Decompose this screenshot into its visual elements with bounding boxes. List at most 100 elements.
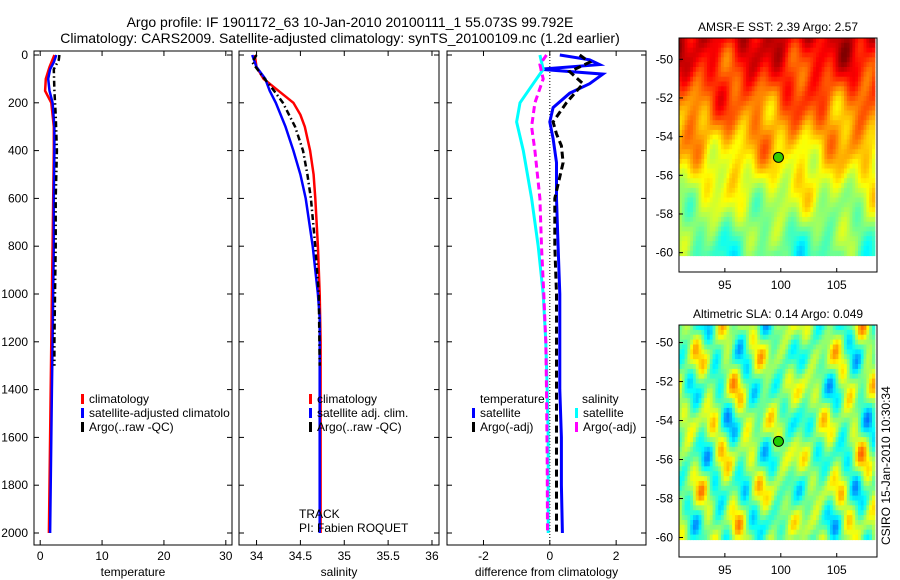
map-cell [723,378,728,385]
map-cell [712,81,716,87]
map-cell [821,168,825,174]
map-cell [687,154,691,160]
map-cell [695,110,700,116]
map-cell [776,47,781,54]
map-cell [782,71,786,78]
map-cell [835,212,839,218]
map-cell [679,163,683,170]
map-cell [863,231,867,237]
map-cell [827,105,831,112]
map-cell [687,334,691,341]
map-cell [693,524,697,531]
map-cell [821,38,825,44]
map-cell [802,52,806,58]
map-cell [712,461,716,467]
map-cell [687,359,691,365]
map-cell [841,202,845,208]
map-cell [774,359,778,365]
map-cell [679,120,683,126]
map-cell [849,192,853,199]
map-cell [774,134,778,141]
map-cell [746,466,750,472]
map-cell [695,216,700,223]
map-cell [832,158,837,165]
map-cell [799,207,803,213]
map-cell [693,442,697,448]
map-cell [860,216,865,223]
map-cell [760,485,764,492]
map-cell [771,520,775,526]
map-cell [832,91,837,97]
map-cell [712,241,716,247]
map-cell [771,168,775,174]
map-cell [723,173,728,179]
map-cell [832,120,837,126]
map-cell [765,76,770,83]
map-cell [698,407,702,414]
map-cell [723,354,728,360]
map-cell [751,134,756,141]
map-cell [765,96,770,102]
map-cell [704,120,708,126]
map-cell [746,529,750,536]
map-cell [743,422,747,428]
map-cell [768,221,772,228]
map-cell [779,86,784,92]
map-cell [830,149,834,155]
map-cell [776,383,781,389]
map-cell [838,192,842,199]
map-cell [802,125,806,131]
map-cell [771,476,775,482]
legend-swatch [309,394,312,404]
map-cell [709,378,714,385]
map-cell [762,105,767,112]
map-cell [720,125,725,131]
map-cell [774,398,778,404]
map-cell [743,173,747,179]
map-cell [732,393,736,399]
map-cell [690,359,694,365]
map-cell [863,221,867,228]
map-cell [693,207,697,213]
map-cell [720,373,725,380]
map-cell [816,236,820,242]
map-cell [765,505,770,511]
map-cell [743,364,747,370]
map-cell [818,144,823,150]
map-cell [813,245,817,252]
map-cell [723,359,728,365]
map-cell [695,412,700,419]
map-cell [785,100,789,107]
map-cell [737,250,742,257]
map-cell [687,510,691,516]
map-cell [732,105,736,112]
map-cell [827,216,831,223]
map-cell [849,81,853,87]
map-cell [746,115,750,121]
map-cell [748,91,753,97]
map-cell [813,221,817,228]
legend-swatch [81,422,84,432]
map-cell [858,47,862,54]
map-cell [746,212,750,218]
map-cell [715,231,719,237]
map-cell [746,183,750,189]
map-cell [816,226,820,232]
map-cell [684,471,688,477]
map-cell [776,422,781,428]
map-cell [732,62,736,68]
map-cell [754,154,758,160]
map-cell [690,154,694,160]
map-cell [740,178,744,184]
map-cell [737,245,742,252]
map-cell [760,178,764,184]
map-cell [765,67,770,73]
map-cell [824,134,828,141]
map-cell [704,329,708,336]
map-cell [695,471,700,477]
map-cell [768,481,772,487]
map-cell [746,383,750,389]
map-cell [743,412,747,419]
map-cell [720,134,725,141]
map-cell [690,57,694,63]
